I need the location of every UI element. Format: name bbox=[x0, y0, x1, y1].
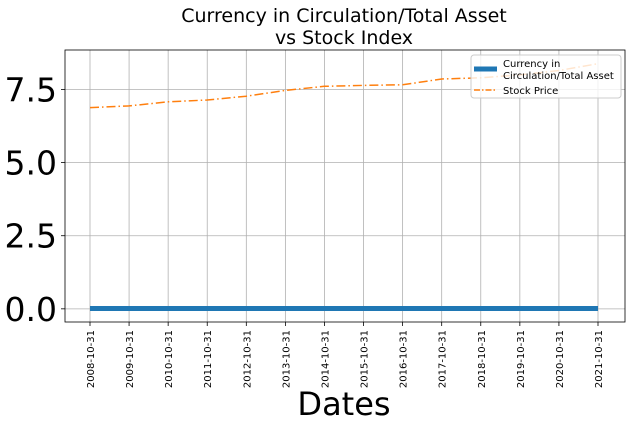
y-tick-label: 2.5 bbox=[5, 217, 57, 256]
ticks bbox=[61, 89, 599, 326]
legend: Currency in Circulation/Total Asset Stoc… bbox=[470, 54, 622, 99]
x-tick-label: 2021-10-31 bbox=[594, 330, 605, 388]
plot-frame bbox=[64, 49, 626, 323]
x-tick-label: 2017-10-31 bbox=[438, 330, 449, 388]
legend-box bbox=[470, 54, 622, 99]
x-tick-labels: 2008-10-31 2009-10-31 2010-10-31 2011-10-31… bbox=[86, 330, 605, 388]
x-tick-label: 2008-10-31 bbox=[86, 330, 97, 388]
x-tick-label: 2019-10-31 bbox=[516, 330, 527, 388]
x-tick-label: 2014-10-31 bbox=[320, 330, 331, 388]
chart-title-line-1: Currency in Circulation/Total Asset bbox=[181, 5, 507, 27]
legend-label-stock-price: Stock Price bbox=[503, 86, 558, 97]
y-tick-label: 5.0 bbox=[5, 144, 57, 183]
y-tick-label: 0.0 bbox=[5, 290, 57, 329]
legend-label-currency-line-1: Currency in bbox=[503, 59, 560, 70]
x-tick-label: 2010-10-31 bbox=[164, 330, 175, 388]
x-tick-label: 2011-10-31 bbox=[203, 330, 214, 388]
x-axis-label: Dates bbox=[297, 385, 390, 423]
x-tick-label: 2013-10-31 bbox=[281, 330, 292, 388]
x-tick-label: 2016-10-31 bbox=[399, 330, 410, 388]
y-tick-label: 7.5 bbox=[5, 70, 57, 109]
legend-label-currency-line-2: Circulation/Total Asset bbox=[503, 71, 614, 82]
x-tick-label: 2020-10-31 bbox=[555, 330, 566, 388]
x-tick-label: 2015-10-31 bbox=[360, 330, 371, 388]
x-tick-label: 2012-10-31 bbox=[242, 330, 253, 388]
y-tick-labels: 0.0 2.5 5.0 7.5 bbox=[5, 70, 57, 328]
x-tick-label: 2018-10-31 bbox=[477, 330, 488, 388]
x-tick-label: 2009-10-31 bbox=[125, 330, 136, 388]
chart-title-line-2: vs Stock Index bbox=[275, 27, 413, 49]
